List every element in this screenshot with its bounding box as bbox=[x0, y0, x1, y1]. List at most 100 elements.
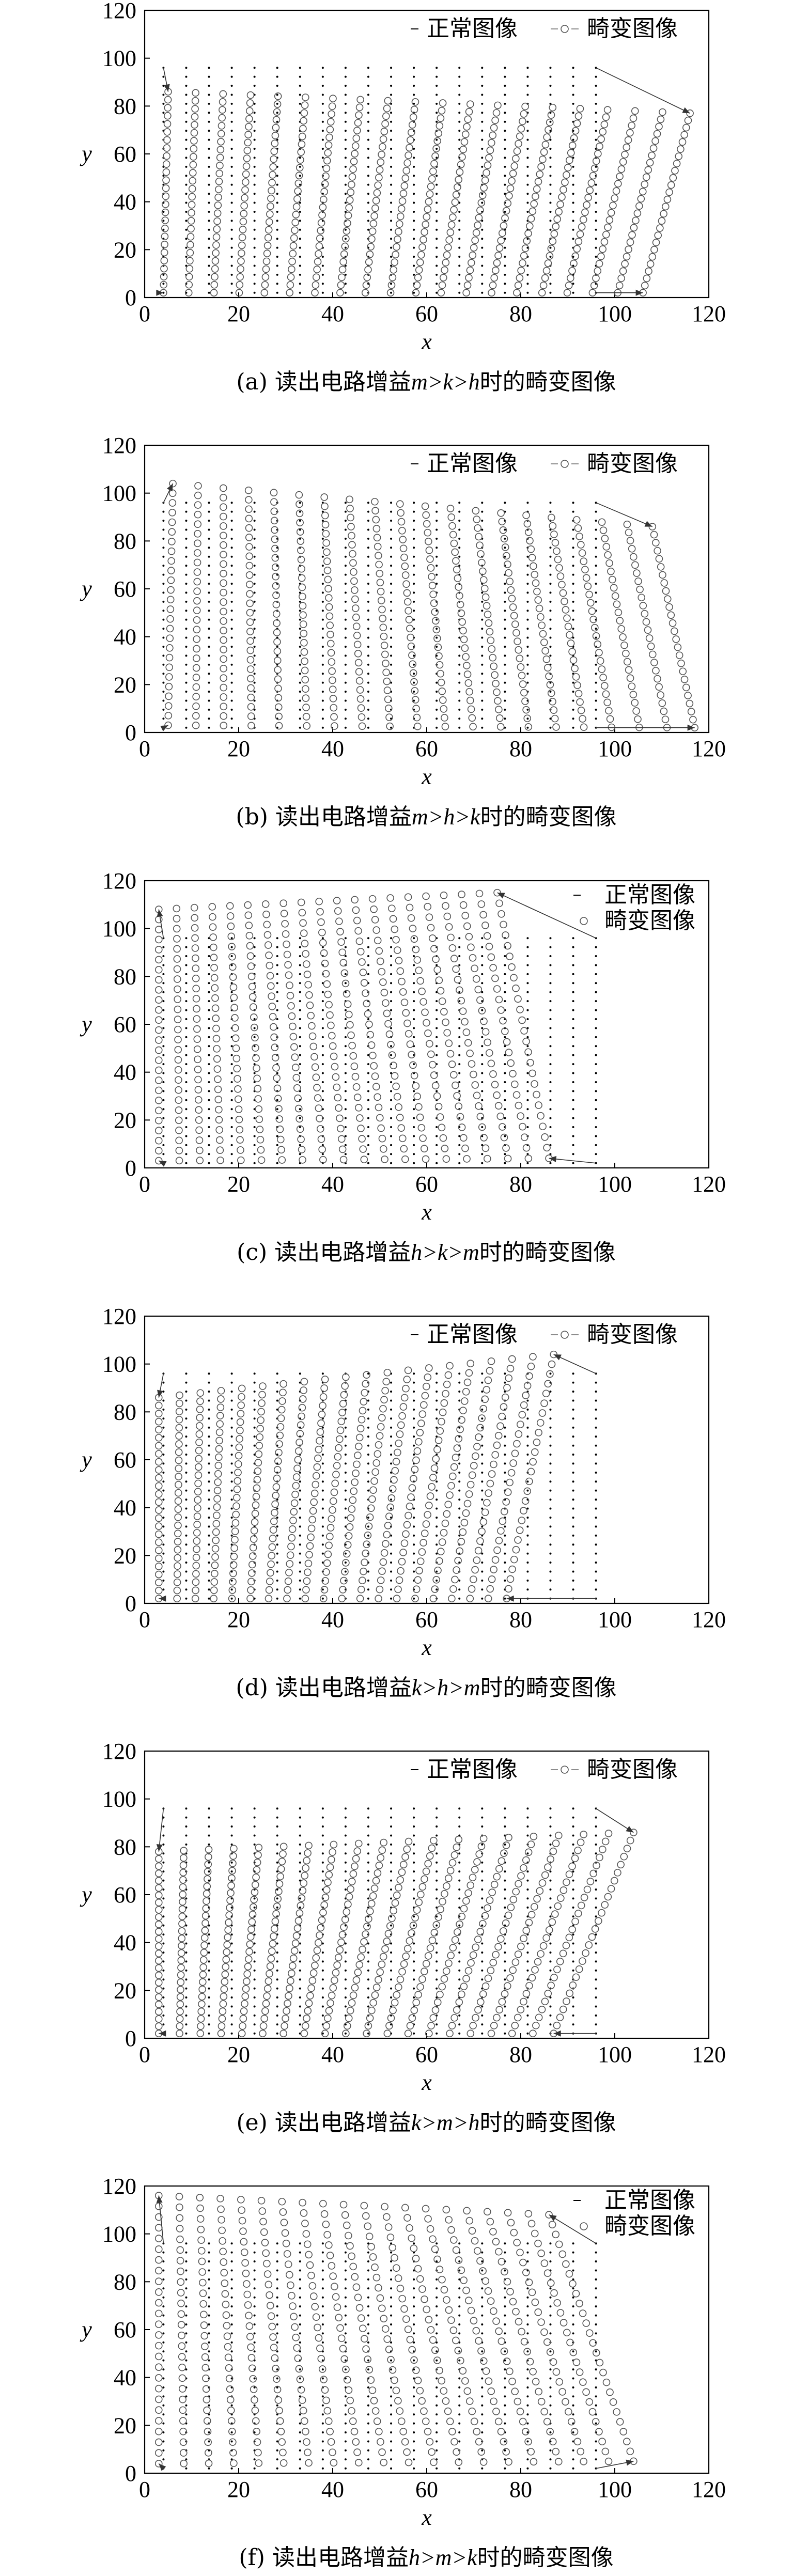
normal-point bbox=[390, 973, 393, 975]
distorted-point bbox=[246, 646, 255, 654]
normal-point bbox=[208, 1489, 210, 1492]
distorted-point bbox=[192, 974, 200, 982]
distorted-point bbox=[214, 193, 222, 201]
distorted-point bbox=[619, 158, 627, 166]
normal-point bbox=[208, 654, 210, 657]
distorted-point bbox=[602, 230, 610, 239]
normal-point bbox=[344, 528, 347, 531]
normal-point bbox=[344, 273, 347, 276]
distorted-point bbox=[494, 697, 502, 705]
distorted-point bbox=[220, 503, 227, 511]
distorted-point bbox=[475, 533, 483, 541]
distorted-point bbox=[644, 166, 652, 174]
normal-point bbox=[321, 1861, 324, 1864]
distorted-point bbox=[625, 245, 632, 254]
normal-point bbox=[390, 555, 393, 558]
normal-point bbox=[185, 1027, 188, 1029]
distorted-point bbox=[473, 516, 481, 523]
distorted-point bbox=[347, 1031, 355, 1039]
distorted-point bbox=[340, 250, 348, 258]
distorted-point bbox=[254, 1085, 261, 1092]
distorted-point bbox=[552, 723, 560, 731]
distorted-point bbox=[584, 194, 592, 201]
distorted-point bbox=[497, 910, 505, 918]
distorted-point bbox=[288, 1534, 296, 1542]
distorted-point bbox=[401, 571, 410, 579]
distorted-point bbox=[423, 1019, 430, 1027]
normal-point bbox=[185, 1117, 188, 1119]
normal-point bbox=[595, 1462, 597, 1465]
distorted-point bbox=[602, 690, 610, 698]
normal-point bbox=[185, 85, 188, 87]
chart-caption: (b) 读出电路增益m>h>k时的畸变图像 bbox=[236, 804, 616, 830]
distorted-point bbox=[192, 693, 200, 700]
distorted-point bbox=[558, 193, 566, 201]
distorted-point bbox=[367, 243, 375, 251]
distorted-point bbox=[490, 662, 497, 670]
distorted-point bbox=[175, 1424, 183, 1432]
normal-point bbox=[436, 528, 438, 531]
distorted-point bbox=[190, 129, 198, 137]
distorted-point bbox=[272, 116, 281, 124]
normal-point bbox=[413, 93, 415, 96]
distorted-point bbox=[564, 622, 572, 631]
normal-point bbox=[549, 1825, 552, 1828]
normal-point bbox=[595, 573, 597, 576]
normal-point bbox=[253, 246, 256, 249]
y-tick-label: 0 bbox=[125, 720, 136, 745]
distorted-point bbox=[220, 522, 227, 530]
distorted-point bbox=[246, 942, 254, 950]
distorted-point bbox=[203, 1882, 211, 1891]
distorted-point bbox=[461, 1144, 469, 1152]
normal-point bbox=[572, 1906, 574, 1909]
distorted-point bbox=[256, 1433, 264, 1441]
normal-point bbox=[504, 1562, 506, 1564]
normal-point bbox=[230, 1579, 233, 1582]
distorted-point bbox=[193, 1512, 201, 1520]
distorted-point bbox=[407, 633, 414, 642]
distorted-point bbox=[346, 1523, 354, 1531]
arrow-head bbox=[497, 893, 505, 899]
normal-point bbox=[595, 1897, 597, 1900]
normal-point bbox=[230, 210, 233, 213]
distorted-point bbox=[175, 1473, 182, 1480]
distorted-point bbox=[400, 998, 409, 1006]
distorted-point bbox=[426, 1492, 434, 1500]
distorted-point bbox=[301, 101, 309, 109]
distorted-point bbox=[445, 1039, 453, 1048]
normal-point bbox=[367, 1018, 369, 1020]
distorted-point bbox=[323, 157, 331, 165]
normal-point bbox=[458, 528, 461, 531]
normal-point bbox=[185, 1996, 188, 1999]
normal-point bbox=[595, 112, 597, 114]
normal-point bbox=[162, 1987, 165, 1990]
distorted-point bbox=[164, 104, 172, 112]
distorted-point bbox=[679, 667, 687, 676]
normal-point bbox=[208, 1081, 210, 1083]
distorted-point bbox=[407, 642, 415, 650]
normal-point bbox=[481, 85, 484, 87]
normal-point bbox=[208, 246, 210, 249]
normal-point bbox=[504, 1969, 506, 1972]
normal-point bbox=[549, 1108, 552, 1111]
normal-point bbox=[436, 681, 438, 684]
distorted-point bbox=[248, 1560, 256, 1569]
normal-point bbox=[208, 946, 210, 948]
normal-point bbox=[208, 1507, 210, 1510]
normal-point bbox=[504, 1480, 506, 1483]
distorted-point bbox=[271, 544, 279, 553]
distorted-point bbox=[188, 193, 196, 201]
normal-point bbox=[208, 67, 210, 69]
normal-point bbox=[436, 1489, 438, 1492]
normal-point bbox=[208, 573, 210, 576]
distorted-point bbox=[392, 1082, 400, 1090]
distorted-point bbox=[466, 266, 474, 274]
distorted-point bbox=[413, 722, 422, 730]
distorted-point bbox=[264, 233, 272, 242]
normal-point bbox=[208, 2023, 210, 2026]
normal-point bbox=[208, 1408, 210, 1411]
distorted-point bbox=[504, 199, 512, 207]
normal-point bbox=[413, 591, 415, 594]
distorted-point bbox=[669, 174, 677, 182]
distorted-point bbox=[267, 194, 275, 202]
